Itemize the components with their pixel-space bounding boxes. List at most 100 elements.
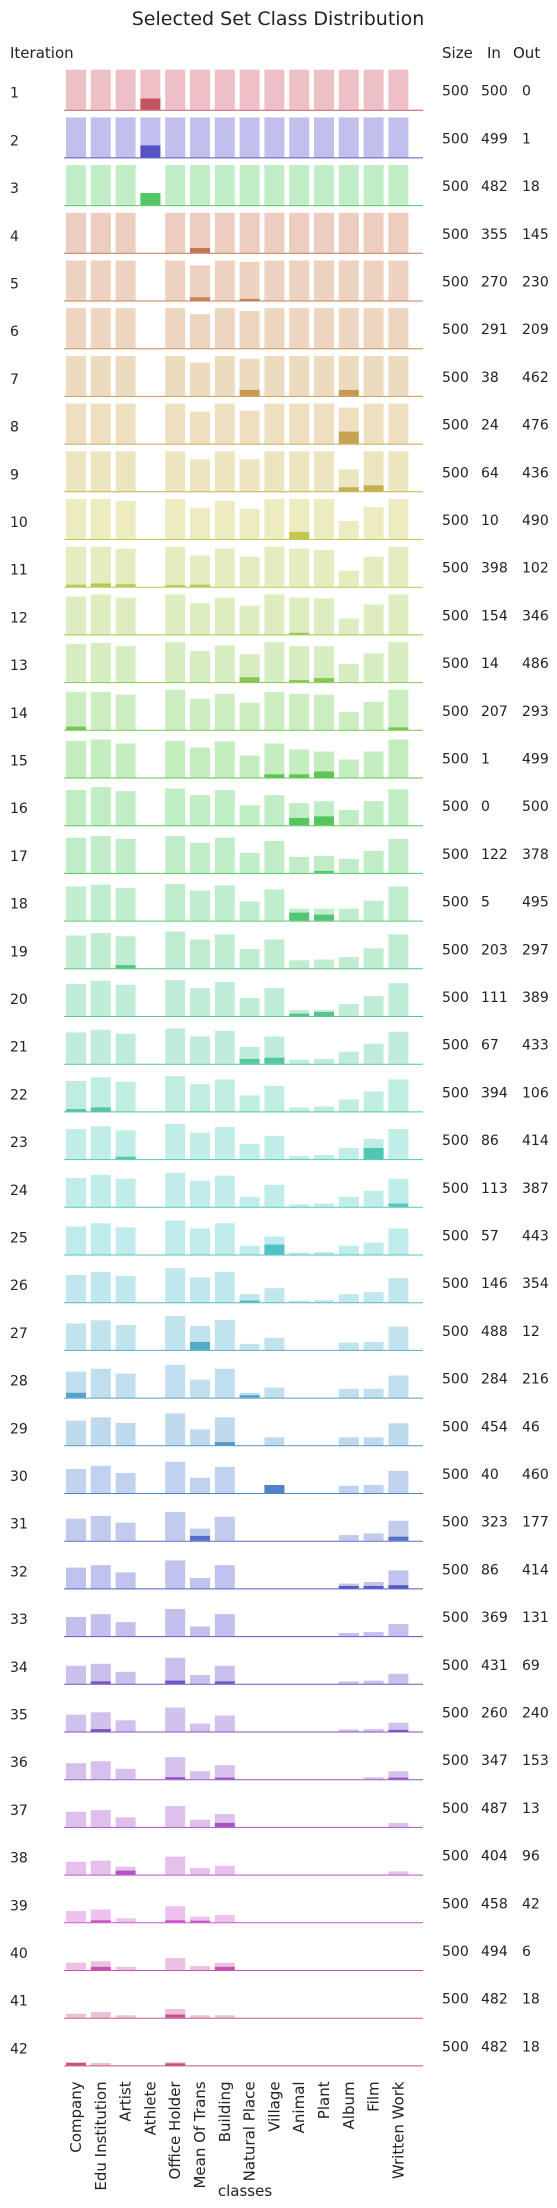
- total-bar: [264, 165, 285, 206]
- total-bar: [214, 212, 235, 253]
- out-value: 499: [522, 752, 549, 768]
- x-tick-label: Edu Institution: [92, 2081, 110, 2190]
- total-bar: [289, 597, 310, 635]
- total-bar: [239, 805, 260, 826]
- total-bar: [289, 451, 310, 492]
- total-bar: [66, 1420, 86, 1446]
- total-bar: [338, 1342, 359, 1350]
- total-bar: [190, 795, 210, 826]
- total-bar: [388, 1375, 409, 1398]
- in-value: 454: [481, 1419, 508, 1435]
- total-bar: [214, 355, 235, 396]
- out-value: 96: [522, 1849, 540, 1865]
- in-value: 111: [481, 990, 508, 1006]
- size-value: 500: [442, 1801, 469, 1817]
- total-bar: [90, 499, 111, 539]
- iteration-label: 32: [10, 1564, 28, 1580]
- total-bar: [90, 1368, 111, 1398]
- total-bar: [264, 451, 285, 492]
- size-value: 500: [442, 1849, 469, 1865]
- total-bar: [190, 411, 210, 444]
- size-value: 500: [442, 1896, 469, 1912]
- total-bar: [214, 741, 235, 778]
- total-bar: [239, 261, 260, 301]
- out-value: 18: [522, 1992, 540, 2008]
- total-bar: [338, 570, 359, 587]
- total-bar: [289, 856, 310, 873]
- selected-bar: [190, 297, 210, 301]
- total-bar: [363, 507, 384, 539]
- out-value: 230: [522, 275, 549, 291]
- total-bar: [363, 165, 384, 206]
- total-bar: [264, 1036, 285, 1064]
- total-bar: [264, 1337, 285, 1350]
- total-bar: [165, 451, 186, 492]
- selected-bar: [190, 1920, 210, 1923]
- total-bar: [388, 1570, 409, 1589]
- total-bar: [338, 1099, 359, 1112]
- total-bar: [66, 1323, 86, 1350]
- total-bar: [289, 403, 310, 444]
- out-value: 486: [522, 656, 549, 672]
- iteration-row: 20 500 111 389: [10, 980, 549, 1017]
- selected-bar: [289, 818, 310, 826]
- x-tick-label: Plant: [315, 2081, 333, 2119]
- size-value: 500: [442, 752, 469, 768]
- total-bar: [190, 842, 210, 873]
- total-bar: [66, 790, 86, 826]
- total-bar: [115, 355, 136, 396]
- total-bar: [90, 642, 111, 683]
- total-bar: [165, 883, 186, 921]
- selected-bar: [289, 774, 310, 778]
- total-bar: [115, 1130, 136, 1160]
- total-bar: [90, 1515, 111, 1541]
- total-bar: [289, 308, 310, 349]
- total-bar: [90, 546, 111, 587]
- iteration-row: 31 500 323 177: [10, 1511, 549, 1542]
- selected-bar: [388, 1729, 409, 1732]
- iteration-label: 27: [10, 1326, 28, 1342]
- size-value: 500: [442, 179, 469, 195]
- total-bar: [115, 838, 136, 873]
- iteration-label: 13: [10, 658, 28, 674]
- size-value: 500: [442, 942, 469, 958]
- total-bar: [90, 260, 111, 301]
- total-bar: [90, 1761, 111, 1780]
- iteration-label: 33: [10, 1612, 28, 1628]
- total-bar: [165, 931, 186, 969]
- total-bar: [66, 546, 86, 587]
- total-bar: [214, 1223, 235, 1255]
- total-bar: [190, 117, 210, 158]
- total-bar: [165, 1657, 186, 1684]
- total-bar: [363, 355, 384, 396]
- total-bar: [190, 1868, 210, 1875]
- size-value: 500: [442, 561, 469, 577]
- iteration-label: 3: [10, 181, 19, 197]
- total-bar: [115, 260, 136, 301]
- total-bar: [115, 1622, 136, 1637]
- total-bar: [115, 1325, 136, 1350]
- total-bar: [66, 1129, 86, 1160]
- total-bar: [239, 69, 260, 110]
- total-bar: [165, 1461, 186, 1493]
- total-bar: [338, 908, 359, 921]
- total-bar: [190, 459, 210, 492]
- total-bar: [115, 1572, 136, 1589]
- iteration-label: 14: [10, 706, 28, 722]
- total-bar: [363, 751, 384, 778]
- total-bar: [165, 2008, 186, 2018]
- out-value: 18: [522, 179, 540, 195]
- in-value: 122: [481, 847, 508, 863]
- total-bar: [264, 988, 285, 1016]
- total-bar: [388, 165, 409, 206]
- out-value: 414: [522, 1133, 549, 1149]
- total-bar: [66, 69, 86, 110]
- total-bar: [115, 1473, 136, 1493]
- total-bar: [214, 117, 235, 158]
- total-bar: [90, 117, 111, 158]
- iteration-label: 39: [10, 1898, 28, 1914]
- total-bar: [363, 801, 384, 826]
- size-value: 500: [442, 656, 469, 672]
- total-bar: [214, 165, 235, 206]
- iteration-label: 31: [10, 1517, 28, 1533]
